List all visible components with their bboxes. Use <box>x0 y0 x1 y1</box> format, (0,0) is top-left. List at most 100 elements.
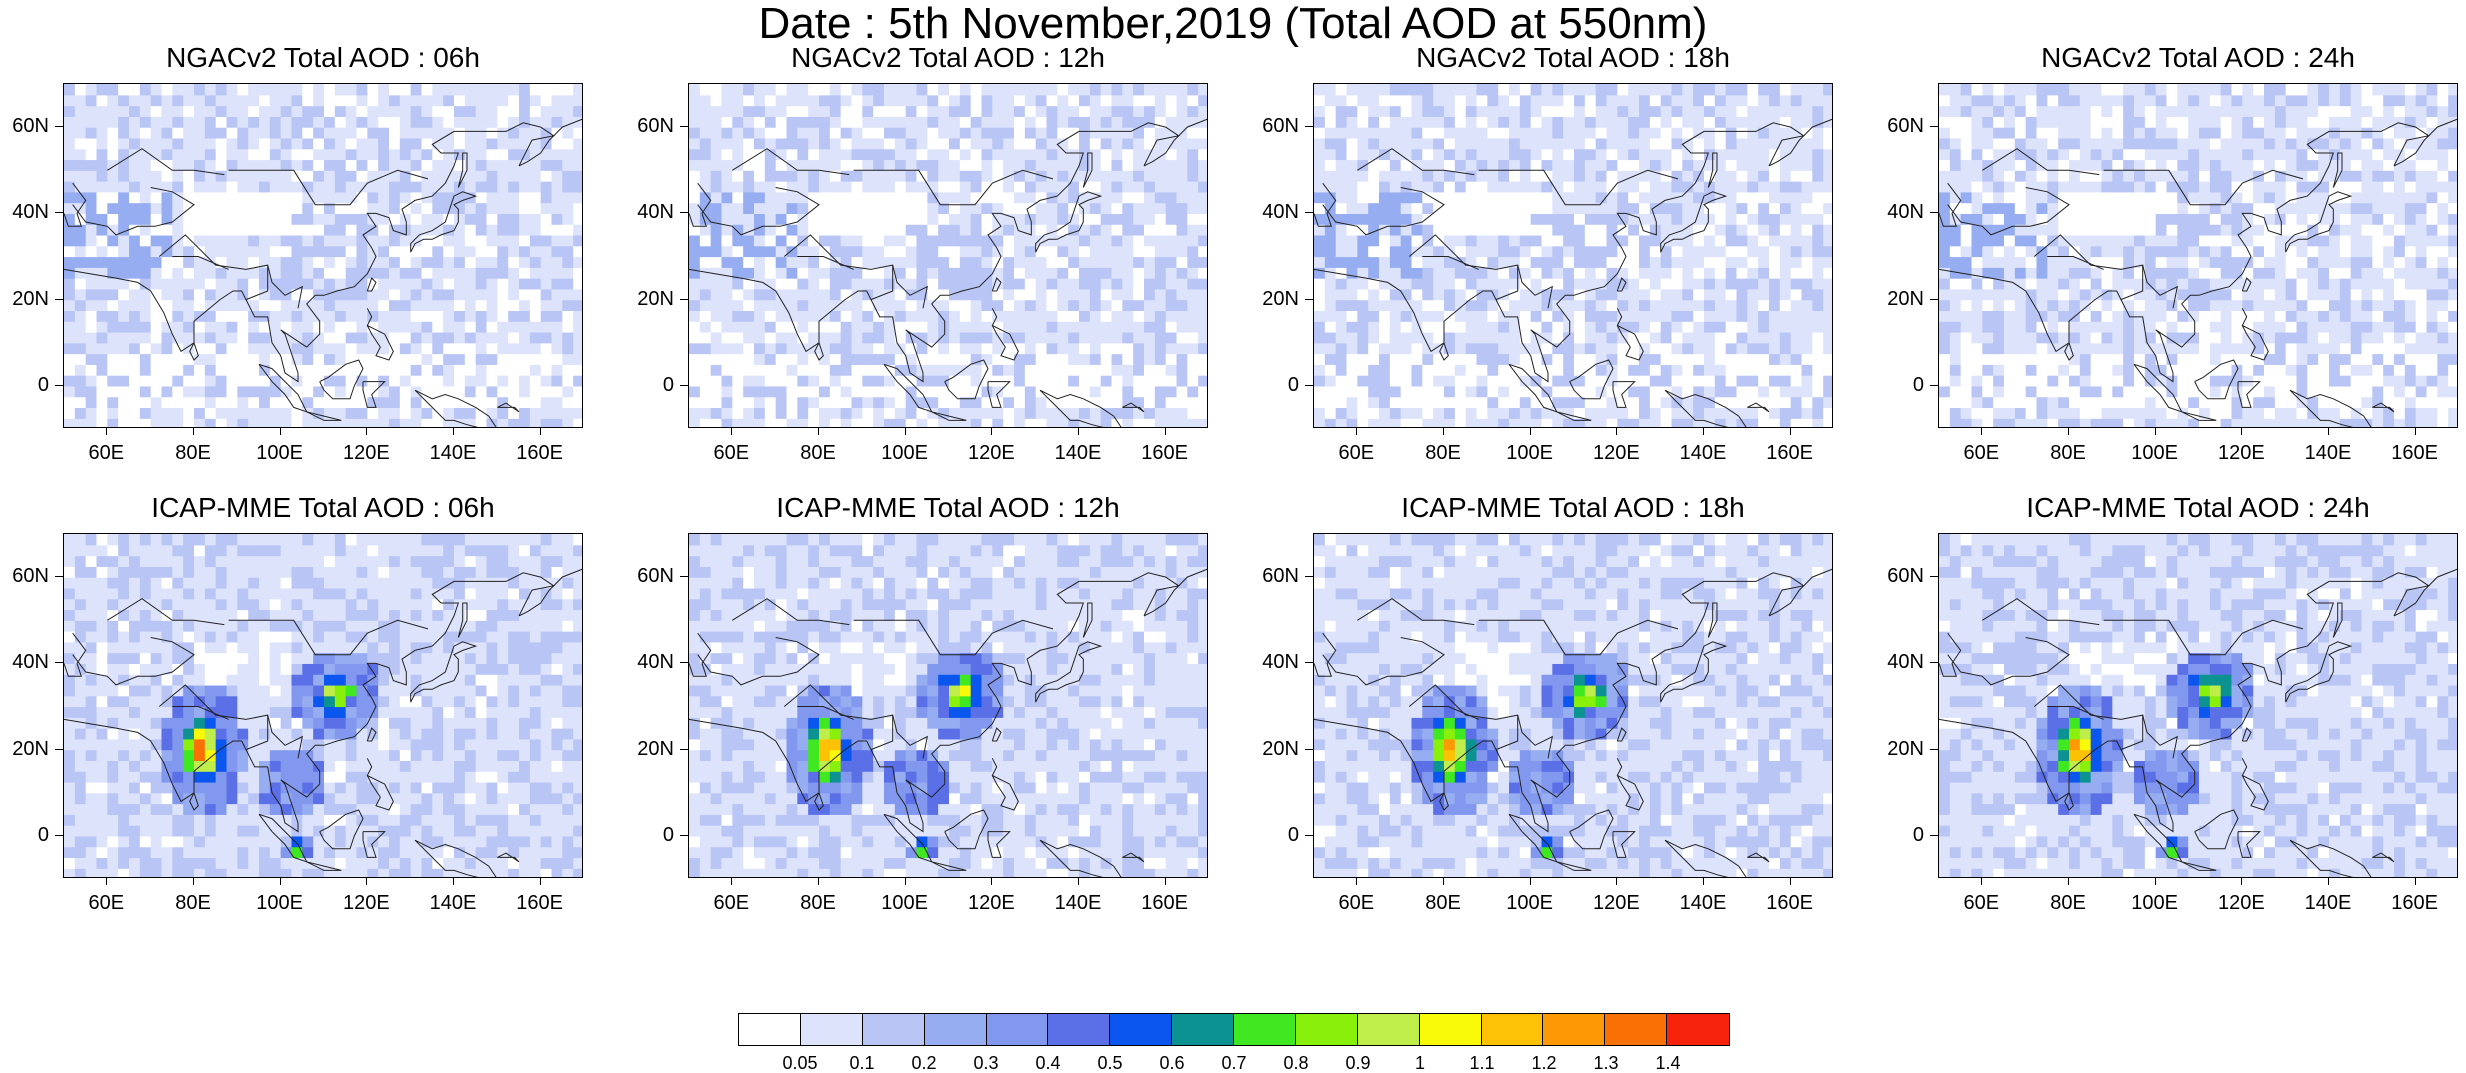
aod-map <box>1938 83 2458 428</box>
aod-field <box>689 84 1208 428</box>
aod-field <box>689 534 1208 878</box>
lon-tick-label: 140E <box>423 443 483 463</box>
lon-tick-label: 80E <box>788 443 848 463</box>
lat-tick <box>680 835 688 836</box>
lat-tick <box>1930 299 1938 300</box>
aod-map <box>1313 533 1833 878</box>
lon-tick-label: 80E <box>1413 893 1473 913</box>
lon-tick <box>2155 878 2156 885</box>
lon-tick <box>106 428 107 435</box>
lat-tick-label: 20N <box>3 739 49 759</box>
colorbar-label: 0.3 <box>956 1054 1016 1072</box>
lon-tick <box>1165 878 1166 885</box>
lon-tick <box>991 428 992 435</box>
lat-tick <box>55 749 63 750</box>
lat-tick <box>1305 212 1313 213</box>
lat-tick <box>55 662 63 663</box>
lon-tick <box>106 878 107 885</box>
lat-tick <box>55 126 63 127</box>
lon-tick <box>1530 428 1531 435</box>
lon-tick <box>731 428 732 435</box>
lat-tick-label: 60N <box>1253 116 1299 136</box>
colorbar-box <box>1110 1014 1172 1045</box>
lat-tick-label: 40N <box>628 202 674 222</box>
lon-tick <box>2415 878 2416 885</box>
lat-tick <box>1305 576 1313 577</box>
lat-tick <box>1930 576 1938 577</box>
colorbar-box <box>1296 1014 1358 1045</box>
lon-tick <box>1356 878 1357 885</box>
lon-tick <box>2241 428 2242 435</box>
lon-tick-label: 120E <box>1586 893 1646 913</box>
lat-tick <box>1930 385 1938 386</box>
colorbar-box <box>1234 1014 1296 1045</box>
aod-field <box>1939 534 2458 878</box>
colorbar-box <box>801 1014 863 1045</box>
lon-tick-label: 120E <box>336 443 396 463</box>
lon-tick-label: 140E <box>1048 443 1108 463</box>
aod-map <box>1938 533 2458 878</box>
lat-tick-label: 20N <box>1253 289 1299 309</box>
colorbar-box <box>1605 1014 1667 1045</box>
lon-tick <box>540 878 541 885</box>
colorbar-label: 0.05 <box>770 1054 830 1072</box>
aod-map <box>688 533 1208 878</box>
panel-title: NGACv2 Total AOD : 06h <box>63 43 583 73</box>
lon-tick <box>1616 428 1617 435</box>
lon-tick-label: 160E <box>510 443 570 463</box>
lat-tick <box>1305 662 1313 663</box>
colorbar-box <box>739 1014 801 1045</box>
lat-tick-label: 60N <box>628 116 674 136</box>
lat-tick-label: 40N <box>1253 652 1299 672</box>
lon-tick <box>280 428 281 435</box>
lon-tick-label: 60E <box>701 443 761 463</box>
panel-title: ICAP-MME Total AOD : 24h <box>1938 493 2458 523</box>
colorbar-label: 0.4 <box>1018 1054 1078 1072</box>
lat-tick <box>55 835 63 836</box>
lat-tick <box>55 212 63 213</box>
aod-field <box>1314 534 1833 878</box>
lat-tick <box>1930 749 1938 750</box>
panel-title: ICAP-MME Total AOD : 12h <box>688 493 1208 523</box>
lon-tick <box>1078 428 1079 435</box>
lon-tick-label: 160E <box>510 893 570 913</box>
lat-tick-label: 60N <box>3 566 49 586</box>
lat-tick-label: 20N <box>1878 739 1924 759</box>
aod-map <box>63 533 583 878</box>
aod-field <box>64 534 583 878</box>
lon-tick <box>1356 428 1357 435</box>
lon-tick-label: 80E <box>2038 443 2098 463</box>
lon-tick <box>1443 428 1444 435</box>
lon-tick <box>1078 878 1079 885</box>
lon-tick-label: 100E <box>250 893 310 913</box>
lon-tick-label: 120E <box>1586 443 1646 463</box>
colorbar-label: 0.6 <box>1142 1054 1202 1072</box>
colorbar <box>738 1013 1730 1046</box>
lat-tick <box>680 385 688 386</box>
lat-tick <box>1930 662 1938 663</box>
lon-tick-label: 120E <box>961 443 1021 463</box>
lon-tick-label: 160E <box>1760 893 1820 913</box>
lat-tick-label: 0 <box>628 825 674 845</box>
lon-tick-label: 100E <box>875 443 935 463</box>
aod-field <box>1939 84 2458 428</box>
lon-tick-label: 140E <box>2298 443 2358 463</box>
lon-tick <box>905 428 906 435</box>
colorbar-box <box>1358 1014 1420 1045</box>
lat-tick-label: 20N <box>1878 289 1924 309</box>
lat-tick-label: 0 <box>1878 375 1924 395</box>
lon-tick <box>453 878 454 885</box>
lon-tick-label: 80E <box>163 893 223 913</box>
lat-tick <box>1305 385 1313 386</box>
panel-title: NGACv2 Total AOD : 24h <box>1938 43 2458 73</box>
lon-tick-label: 60E <box>1326 443 1386 463</box>
lat-tick <box>680 749 688 750</box>
colorbar-label: 0.2 <box>894 1054 954 1072</box>
lon-tick-label: 100E <box>1500 443 1560 463</box>
lat-tick <box>680 662 688 663</box>
lon-tick <box>280 878 281 885</box>
lat-tick <box>680 126 688 127</box>
lon-tick-label: 80E <box>1413 443 1473 463</box>
colorbar-label: 1.3 <box>1576 1054 1636 1072</box>
